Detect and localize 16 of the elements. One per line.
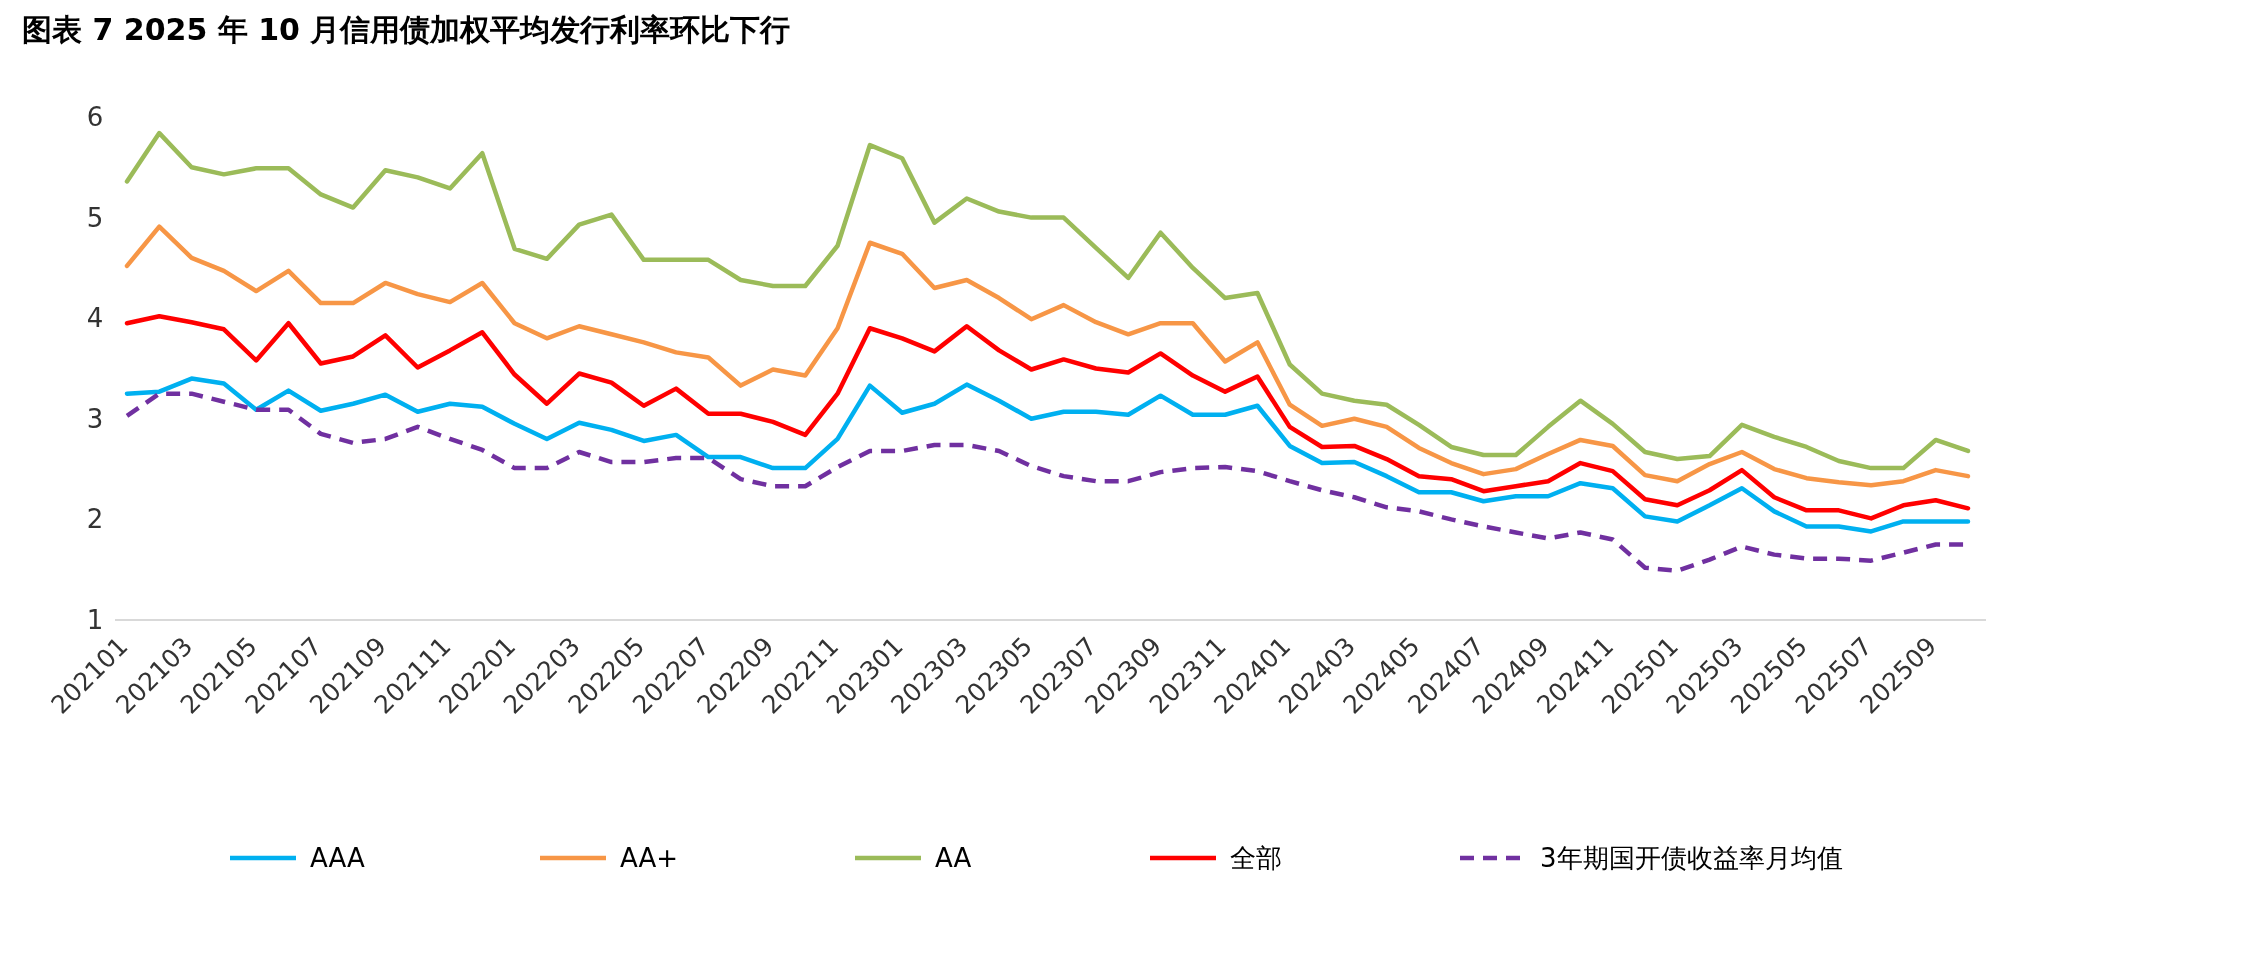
legend-label: AAA [310,843,366,873]
legend-label: 3年期国开债收益率月均值 [1540,843,1843,873]
line-series [124,313,1971,521]
legend-label: AA+ [620,843,679,873]
y-tick-label: 2 [86,504,104,535]
y-tick-label: 6 [86,102,104,132]
y-tick-label: 4 [86,303,104,334]
legend-label: AA [935,843,972,873]
line-series [124,130,1971,471]
chart-title: 图表 7 2025 年 10 月信用债加权平均发行利率环比下行 [22,12,791,47]
y-tick-label: 3 [86,403,104,434]
line-series [124,376,1971,534]
line-series [124,224,1971,488]
legend-label: 全部 [1230,843,1282,873]
y-tick-label: 1 [86,605,104,635]
y-tick-label: 5 [86,202,104,233]
